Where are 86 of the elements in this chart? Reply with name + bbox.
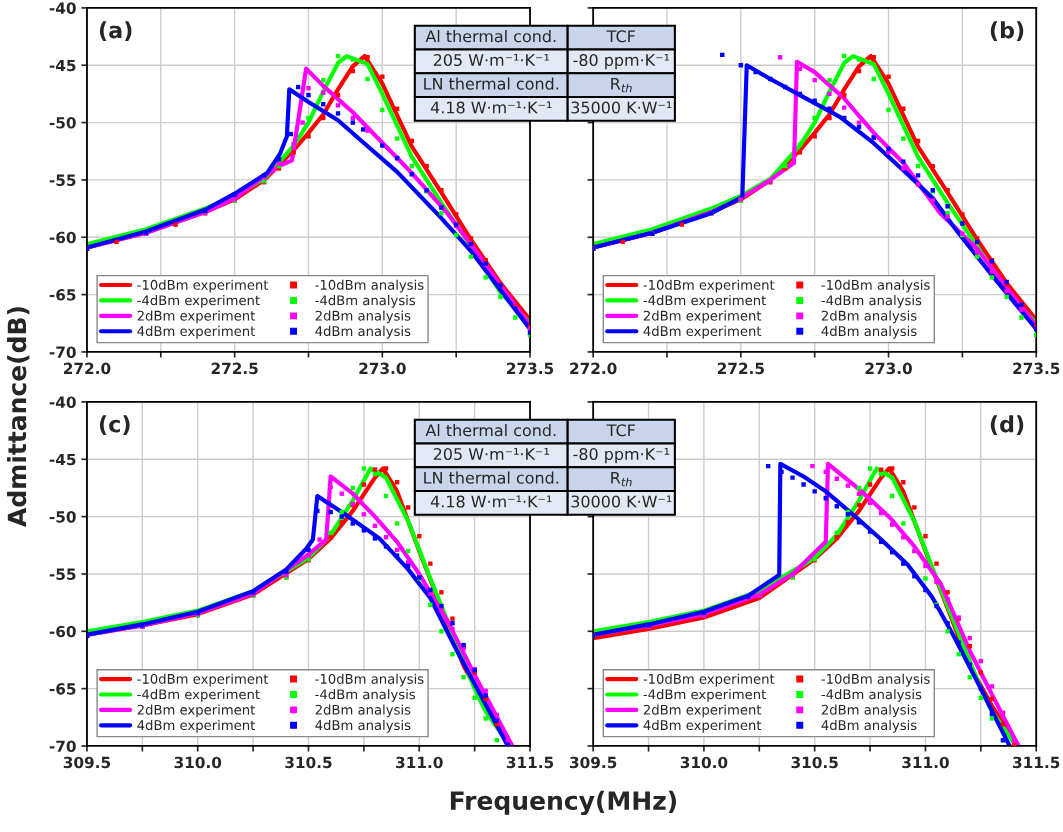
x-tick-label: 310.5 (791, 756, 838, 769)
legend-label: -4dBm experiment (137, 689, 260, 702)
legend-label: -4dBm analysis (315, 295, 416, 308)
x-axis-title: Frequency(MHz) (450, 790, 677, 816)
x-tick-label: 273.0 (359, 362, 406, 375)
y-tick-label: -55 (49, 174, 76, 186)
legend-label: -10dBm experiment (643, 673, 775, 687)
annotation: 4.18 W·m⁻¹·K⁻¹ (430, 101, 552, 114)
y-tick-label: -65 (49, 683, 76, 695)
annotation: -80 ppm·K⁻¹ (573, 447, 670, 464)
annotation: LN thermal cond. (424, 77, 559, 90)
legend-label: 2dBm analysis (315, 310, 411, 324)
legend-label: -10dBm analysis (821, 279, 930, 293)
annotation: R$_{th}$ (611, 471, 632, 487)
text: (c) (99, 415, 130, 436)
x-tick-label: 272.0 (64, 362, 111, 375)
y-tick-label: -45 (49, 59, 76, 72)
legend-label: 2dBm analysis (821, 704, 917, 718)
annotation: 205 W·m⁻¹·K⁻¹ (433, 53, 549, 67)
x-tick-label: 273.0 (865, 362, 912, 375)
legend-label: -10dBm experiment (643, 279, 775, 293)
x-tick-label: 272.0 (570, 362, 617, 375)
y-tick-label: -55 (49, 568, 76, 580)
legend-label: 4dBm analysis (821, 719, 917, 733)
annotation: Al thermal cond. (425, 29, 556, 43)
legend-label: -10dBm experiment (137, 279, 269, 293)
y-tick-label: -50 (49, 117, 76, 129)
legend-label: -4dBm analysis (821, 689, 922, 702)
annotation: 35000 K·W⁻¹ (571, 101, 672, 114)
y-tick-label: -60 (49, 231, 76, 244)
legend-label: 4dBm experiment (137, 325, 256, 339)
y-tick-label: -50 (49, 511, 76, 523)
text: (d) (990, 415, 1024, 436)
annotation: -80 ppm·K⁻¹ (573, 53, 670, 70)
x-tick-label: 311.0 (902, 756, 949, 769)
legend-label: -4dBm experiment (643, 689, 766, 702)
legend-label: 4dBm experiment (643, 325, 762, 339)
legend-label: -4dBm analysis (821, 295, 922, 308)
legend-label: -10dBm analysis (315, 673, 424, 687)
legend-label: 4dBm analysis (315, 325, 411, 339)
x-tick-label: 310.5 (285, 756, 332, 769)
legend-label: 4dBm experiment (137, 719, 256, 733)
annotation: 30000 K·W⁻¹ (571, 495, 672, 508)
legend-label: -10dBm analysis (315, 279, 424, 293)
legend-label: 4dBm analysis (821, 325, 917, 339)
y-tick-label: -70 (49, 740, 76, 752)
x-tick-label: 310.0 (680, 756, 728, 769)
x-tick-label: 310.0 (174, 756, 222, 769)
y-tick-label: -70 (49, 346, 76, 358)
y-axis-title: Admittance(dB) (7, 307, 30, 527)
legend-label: -10dBm analysis (821, 673, 930, 687)
legend-label: -4dBm experiment (643, 295, 766, 308)
y-tick-label: -65 (49, 289, 76, 301)
legend-label: 2dBm experiment (137, 704, 256, 718)
annotation: TCF (606, 424, 635, 437)
x-tick-label: 272.5 (717, 362, 764, 375)
x-tick-label: 311.5 (506, 756, 554, 769)
x-tick-label: 311.0 (396, 756, 443, 769)
x-tick-label: 273.5 (1013, 362, 1060, 375)
x-tick-label: 311.5 (1013, 756, 1060, 769)
x-tick-label: 309.5 (570, 756, 617, 769)
x-tick-label: 309.5 (63, 756, 111, 769)
y-tick-label: -40 (49, 2, 76, 14)
text: (a) (99, 21, 132, 42)
legend-label: -4dBm analysis (315, 689, 416, 702)
y-tick-label: -60 (49, 625, 76, 638)
y-tick-label: -40 (49, 396, 76, 408)
annotation: Al thermal cond. (425, 423, 556, 437)
annotation: 205 W·m⁻¹·K⁻¹ (433, 447, 549, 461)
legend-label: 4dBm experiment (643, 719, 762, 733)
legend-label: 2dBm experiment (137, 310, 256, 324)
x-tick-label: 273.5 (507, 362, 554, 375)
legend-label: 4dBm analysis (315, 719, 411, 733)
legend-label: -4dBm experiment (137, 295, 260, 308)
y-tick-label: -45 (49, 453, 76, 466)
legend-label: -10dBm experiment (137, 673, 269, 687)
annotation: R$_{th}$ (611, 77, 632, 93)
legend-label: 2dBm experiment (643, 704, 762, 718)
legend-label: 2dBm analysis (821, 310, 917, 324)
text: (b) (990, 21, 1024, 42)
legend-label: 2dBm experiment (643, 310, 762, 324)
annotation: 4.18 W·m⁻¹·K⁻¹ (430, 495, 552, 508)
legend-label: 2dBm analysis (315, 704, 411, 718)
annotation: LN thermal cond. (424, 471, 559, 484)
x-tick-label: 272.5 (211, 362, 258, 375)
annotation: TCF (606, 30, 635, 43)
